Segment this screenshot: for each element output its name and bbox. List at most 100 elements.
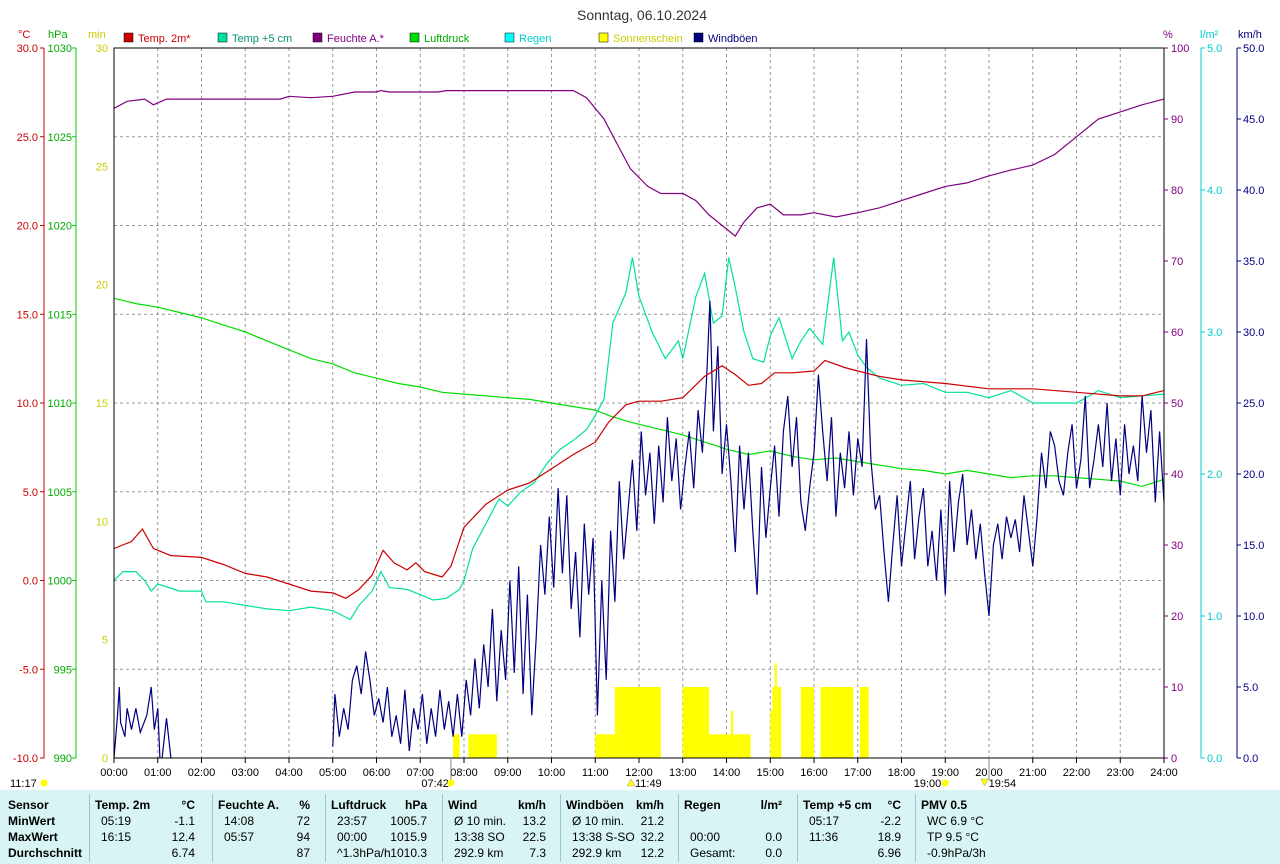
pressure-tick-label-1: 1025 xyxy=(48,132,72,144)
temp-tick-label-7: -5.0 xyxy=(19,664,38,676)
series-windboeen-2 xyxy=(332,300,1165,751)
panel-cell-1-0-a: 05:19 xyxy=(101,814,132,828)
time-markers: 11:17 07:42 11:49 19:00 19:54 xyxy=(10,758,1016,790)
humidity-tick-label-10: 0 xyxy=(1171,753,1177,765)
temp-tick-label-1: 25.0 xyxy=(17,132,38,144)
x-tick-label-16: 16:00 xyxy=(800,767,828,779)
panel-header-2: Feuchte A. xyxy=(218,798,279,812)
panel-cell-7-1-b: 18.9 xyxy=(877,830,901,844)
panel-cell-6-1-b: 0.0 xyxy=(765,830,782,844)
sunshine-tick-label-5: 5 xyxy=(102,635,108,647)
sunshine-bar-0 xyxy=(453,734,460,758)
panel-cell-1-1-a: 16:15 xyxy=(101,830,132,844)
panel-cell-5-0-a: Ø 10 min. xyxy=(572,814,625,828)
sunshine-bar-17 xyxy=(800,687,814,758)
rain-unit-label: l/m² xyxy=(1200,29,1219,41)
legend-label-4: Regen xyxy=(519,33,551,45)
x-tick-label-18: 18:00 xyxy=(888,767,916,779)
sunshine-bar-14 xyxy=(772,687,775,758)
x-tick-label-10: 10:00 xyxy=(538,767,566,779)
left-axis-ticks: 30.025.020.015.010.05.00.0-5.0-10.010301… xyxy=(13,43,115,765)
x-tick-label-13: 13:00 xyxy=(669,767,697,779)
x-tick-label-14: 14:00 xyxy=(713,767,741,779)
pressure-tick-label-3: 1015 xyxy=(48,309,72,321)
sunshine-bar-9 xyxy=(704,687,709,758)
x-tick-label-6: 06:00 xyxy=(363,767,391,779)
panel-cell-2-1-b: 94 xyxy=(296,830,310,844)
humidity-tick-label-4: 60 xyxy=(1171,327,1183,339)
sunshine-bar-3 xyxy=(595,734,607,758)
now-marker-label: 11:17 xyxy=(10,778,37,790)
grid xyxy=(114,48,1164,758)
panel-unit-4: km/h xyxy=(517,798,546,812)
panel-cell-7-2-b: 6.96 xyxy=(877,846,901,860)
panel-separator xyxy=(325,794,326,862)
panel-unit-7: °C xyxy=(887,798,901,812)
sunshine-bar-8 xyxy=(682,687,705,758)
series-windboeen-1 xyxy=(161,718,172,759)
right-axis-ticks: 10090807060504030201005.04.03.02.01.00.0… xyxy=(1164,43,1264,765)
legend-swatch-2 xyxy=(312,32,323,43)
x-tick-label-15: 15:00 xyxy=(756,767,784,779)
panel-cell-5-0-b: 21.2 xyxy=(640,814,664,828)
temp-tick-label-2: 20.0 xyxy=(17,221,38,233)
legend-swatch-5 xyxy=(598,32,609,43)
x-tick-label-19: 19:00 xyxy=(931,767,959,779)
panel-unit-1: °C xyxy=(181,798,195,812)
humidity-unit-label: % xyxy=(1163,29,1173,41)
legend-label-2: Feuchte A.* xyxy=(327,33,385,45)
sunset-icon xyxy=(980,778,990,787)
sunshine-tick-label-2: 20 xyxy=(96,280,108,292)
panel-header-8: PMV 0.5 xyxy=(921,798,968,812)
rain-tick-label-2: 3.0 xyxy=(1207,327,1222,339)
panel-cell-6-2-a: Gesamt: xyxy=(690,846,736,860)
temp-tick-label-6: 0.0 xyxy=(23,576,38,588)
x-tick-label-22: 22:00 xyxy=(1063,767,1091,779)
humidity-tick-label-3: 70 xyxy=(1171,256,1183,268)
panel-cell-2-1-a: 05:57 xyxy=(224,830,255,844)
legend-label-3: Luftdruck xyxy=(424,33,470,45)
humidity-tick-label-1: 90 xyxy=(1171,114,1183,126)
sunshine-bar-13 xyxy=(770,710,773,758)
panel-cell-1-0-b: -1.1 xyxy=(174,814,195,828)
sunshine-bar-10 xyxy=(709,734,731,758)
wind-tick-label-2: 40.0 xyxy=(1243,185,1264,197)
pressure-tick-label-6: 1000 xyxy=(48,576,72,588)
dusk-icon xyxy=(941,779,949,787)
panel-row-label-0: MinWert xyxy=(8,814,56,828)
temp-tick-label-3: 15.0 xyxy=(17,309,38,321)
series-lines xyxy=(113,89,1165,759)
sunshine-bar-6 xyxy=(619,687,639,758)
panel-cell-4-2-a: 292.9 km xyxy=(454,846,504,860)
panel-cell-8-2-a: -0.9hPa/3h xyxy=(927,846,986,860)
sunrise-icon xyxy=(447,779,455,787)
panel-cell-8-0-a: WC 6.9 °C xyxy=(927,814,984,828)
sunshine-tick-label-4: 10 xyxy=(96,516,108,528)
panel-cell-4-1-b: 22.5 xyxy=(522,830,546,844)
series-feuchte xyxy=(113,89,1165,237)
sunshine-bar-5 xyxy=(614,687,620,758)
x-tick-label-23: 23:00 xyxy=(1106,767,1134,779)
panel-unit-5: km/h xyxy=(635,798,664,812)
sunshine-tick-label-6: 0 xyxy=(102,753,108,765)
panel-cell-5-1-a: 13:38 S-SO xyxy=(572,830,635,844)
panel-cell-3-0-a: 23:57 xyxy=(337,814,368,828)
sunshine-bar-1 xyxy=(468,734,482,758)
humidity-tick-label-2: 80 xyxy=(1171,185,1183,197)
legend-swatch-6 xyxy=(693,32,704,43)
now-sun-icon xyxy=(40,779,48,787)
pressure-tick-label-0: 1030 xyxy=(48,43,72,55)
wind-tick-label-10: 0.0 xyxy=(1243,753,1258,765)
rain-tick-label-0: 5.0 xyxy=(1207,43,1222,55)
weather-chart: Sonntag, 06.10.2024 °C hPa min % l/m² km… xyxy=(10,7,1264,790)
rain-tick-label-3: 2.0 xyxy=(1207,469,1222,481)
panel-header-4: Wind xyxy=(448,798,478,812)
sunshine-tick-label-0: 30 xyxy=(96,43,108,55)
panel-cell-1-2-b: 6.74 xyxy=(171,846,195,860)
sunset-label: 19:54 xyxy=(989,778,1017,790)
series-windboeen-0 xyxy=(113,686,161,759)
humidity-tick-label-7: 30 xyxy=(1171,540,1183,552)
panel-header-6: Regen xyxy=(684,798,721,812)
x-tick-label-4: 04:00 xyxy=(275,767,303,779)
panel-cell-7-0-b: -2.2 xyxy=(880,814,901,828)
